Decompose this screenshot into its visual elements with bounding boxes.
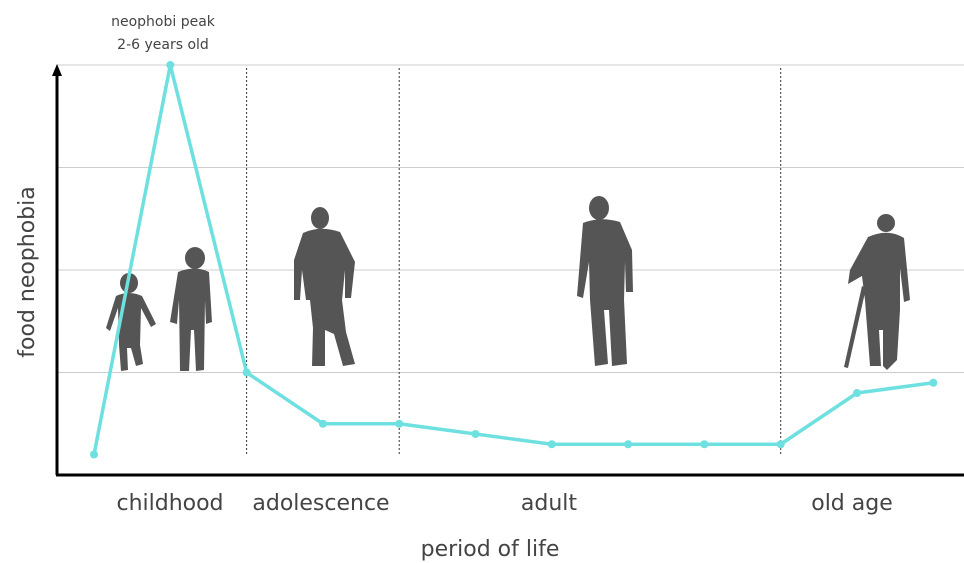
data-point — [853, 389, 861, 397]
data-point — [166, 61, 174, 69]
data-point — [777, 440, 785, 448]
series-line — [94, 65, 933, 455]
data-point — [700, 440, 708, 448]
data-point — [243, 369, 251, 377]
data-point — [548, 440, 556, 448]
kid-silhouette — [170, 247, 212, 371]
x-axis-label: period of life — [421, 537, 560, 562]
category-label: old age — [811, 491, 893, 516]
silhouettes — [106, 196, 910, 371]
data-point — [929, 379, 937, 387]
adult-silhouette — [577, 196, 633, 366]
category-label: adolescence — [252, 491, 389, 516]
y-axis-arrow — [52, 64, 62, 76]
category-label: childhood — [116, 491, 223, 516]
category-labels: childhood adolescence adult old age — [116, 491, 892, 516]
y-axis-label: food neophobia — [15, 186, 40, 358]
peak-annotation-line1: neophobi peak — [111, 14, 216, 30]
data-point — [90, 451, 98, 459]
data-point — [472, 430, 480, 438]
data-point — [395, 420, 403, 428]
peak-annotation-line2: 2-6 years old — [117, 37, 209, 53]
data-point — [624, 440, 632, 448]
category-label: adult — [521, 491, 578, 516]
series-layer — [90, 61, 937, 459]
elder-silhouette — [844, 214, 910, 370]
data-point — [319, 420, 327, 428]
teen-silhouette — [294, 207, 355, 366]
